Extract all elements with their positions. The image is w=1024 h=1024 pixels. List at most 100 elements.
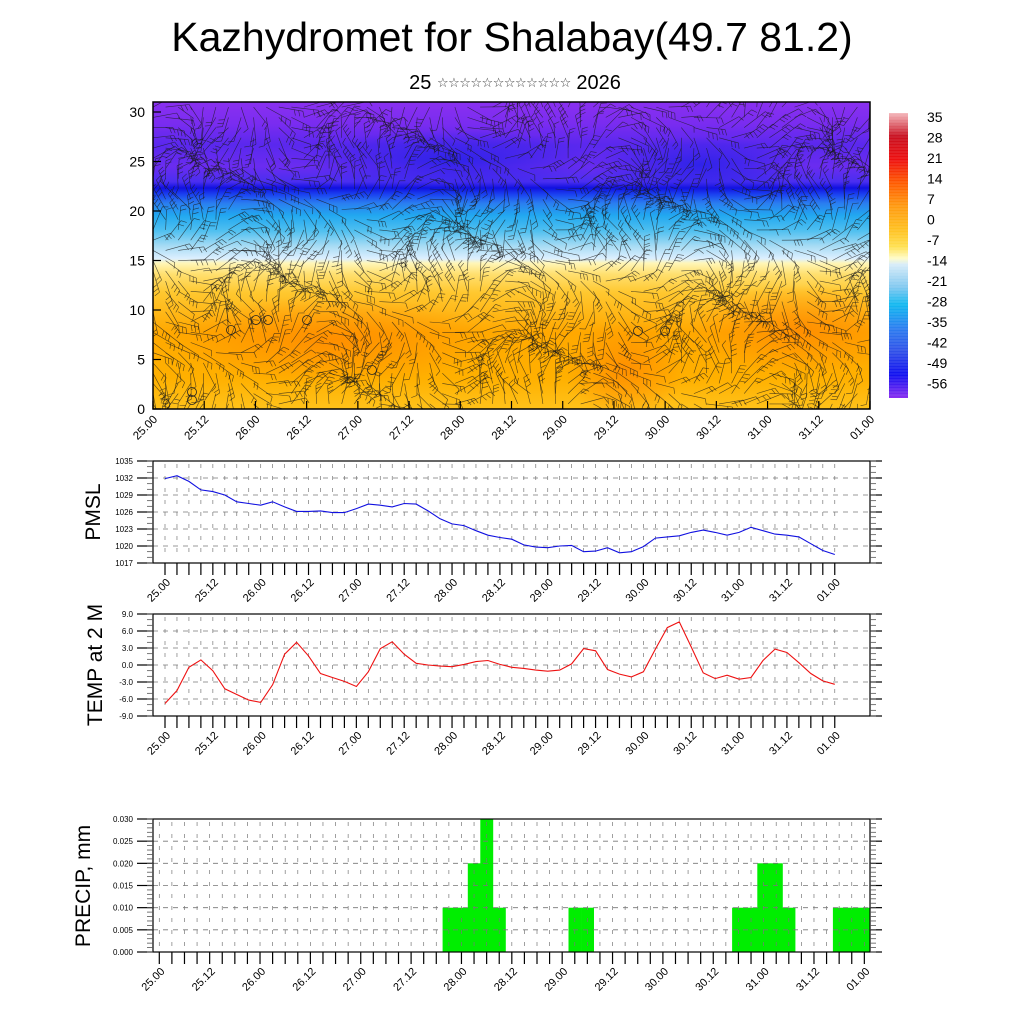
wind-barb-flag: [579, 369, 584, 376]
wind-barb-flag: [264, 141, 271, 145]
wind-barb-flag: [216, 198, 223, 201]
wind-barb-flag: [326, 304, 331, 310]
wind-barb-flag: [698, 344, 704, 350]
wind-barb-flag: [353, 378, 360, 380]
wind-barb-flag: [636, 182, 641, 188]
wind-barb-shaft: [530, 117, 544, 138]
wind-barb-flag: [375, 152, 382, 156]
wind-barb-flag: [790, 388, 797, 392]
wind-barb-shaft: [555, 270, 577, 287]
wind-barb-flag: [631, 414, 636, 417]
wind-barb-flag: [411, 395, 418, 398]
wind-barb-flag: [216, 335, 219, 342]
wind-barb-flag: [721, 129, 724, 136]
wind-barb-shaft: [483, 374, 493, 394]
wind-barbs: [153, 87, 870, 417]
wind-barb-flag: [801, 87, 807, 89]
wind-barb-flag: [720, 87, 726, 88]
wind-barb-flag: [592, 274, 594, 281]
wind-barb-shaft: [794, 301, 801, 326]
wind-barb-shaft: [326, 145, 342, 169]
wind-barb-shaft: [718, 116, 740, 128]
wind-barb-flag: [645, 312, 648, 319]
wind-barb-flag: [795, 164, 802, 168]
wind-barb-flag: [195, 191, 200, 197]
wind-barb-flag: [246, 190, 252, 195]
wind-barb-flag: [576, 235, 581, 241]
wind-barb-flag: [153, 198, 156, 201]
wind-barb-flag: [530, 321, 537, 323]
wind-barb-flag: [644, 245, 651, 248]
wind-barb-flag: [635, 177, 642, 180]
wind-barb-shaft: [731, 198, 752, 213]
wind-barb-shaft: [178, 246, 204, 251]
wind-barb-flag: [288, 227, 295, 231]
wind-barb-flag: [717, 362, 724, 364]
wind-barb-flag: [430, 200, 435, 206]
wind-barb-flag: [219, 304, 226, 306]
wind-barb-flag: [352, 344, 358, 349]
wind-barb-shaft: [769, 250, 782, 276]
wind-barb-shaft: [807, 127, 829, 133]
wind-barb-flag: [344, 149, 349, 155]
wind-barb-shaft: [654, 234, 657, 261]
wind-barb-flag: [328, 129, 335, 133]
wind-barb-flag: [663, 286, 668, 292]
wind-barb-flag: [593, 296, 597, 303]
wind-barb-flag: [199, 227, 206, 230]
wind-barb-flag: [253, 352, 257, 359]
wind-barb-flag: [458, 278, 465, 281]
wind-barb-shaft: [693, 367, 704, 384]
wind-barb-flag: [212, 251, 219, 256]
wind-barb-shaft: [177, 362, 182, 382]
wind-barb-flag: [553, 165, 557, 172]
wind-barb-flag: [156, 202, 161, 208]
wind-barb-flag: [237, 273, 244, 277]
wind-barb-shaft: [231, 306, 254, 323]
wind-barb-flag: [188, 171, 195, 175]
wind-barb-flag: [624, 404, 626, 409]
wind-barb-shaft: [165, 281, 174, 305]
wind-barb-flag: [559, 333, 565, 338]
wind-barb-flag: [693, 219, 699, 224]
wind-barb-flag: [624, 350, 629, 356]
wind-barb-flag: [619, 304, 623, 311]
wind-barb-flag: [547, 292, 550, 299]
wind-barb-flag: [243, 180, 246, 187]
wind-barb-flag: [160, 375, 165, 381]
wind-barb-flag: [545, 136, 552, 139]
wind-barb-flag: [318, 143, 324, 150]
wind-barb-flag: [541, 254, 545, 261]
wind-barb-flag: [809, 131, 812, 138]
wind-barb-flag: [552, 319, 559, 321]
wind-barb-flag: [387, 203, 393, 209]
wind-barb-flag: [786, 134, 792, 138]
wind-barb-shaft: [213, 147, 229, 172]
wind-barb-flag: [675, 173, 682, 176]
wind-barb-shaft: [546, 102, 556, 118]
wind-barb-flag: [814, 102, 818, 106]
wind-barb-shaft: [555, 321, 569, 340]
wind-barb-shaft: [328, 219, 343, 244]
wind-barb-flag: [648, 183, 655, 186]
wind-barb-shaft: [437, 275, 443, 302]
wind-barb-flag: [517, 92, 523, 95]
wind-barb-flag: [195, 171, 201, 177]
wind-barb-flag: [236, 195, 243, 198]
wind-barb-flag: [722, 299, 728, 302]
wind-barb-flag: [335, 267, 342, 271]
wind-barb-flag: [724, 362, 731, 364]
wind-barb-shaft: [530, 136, 547, 159]
wind-barb-flag: [420, 266, 423, 273]
wind-barb-flag: [757, 377, 763, 381]
wind-barb-flag: [221, 239, 227, 244]
wind-barb-shaft: [479, 335, 499, 353]
wind-barb-shaft: [681, 286, 706, 292]
wind-barb-flag: [663, 143, 667, 149]
wind-barb-shaft: [794, 237, 822, 241]
wind-barb-flag: [709, 273, 715, 279]
wind-barb-shaft: [215, 148, 220, 170]
wind-barb-flag: [514, 307, 518, 314]
wind-barb-shaft: [555, 234, 582, 241]
wind-barb-flag: [169, 198, 174, 204]
